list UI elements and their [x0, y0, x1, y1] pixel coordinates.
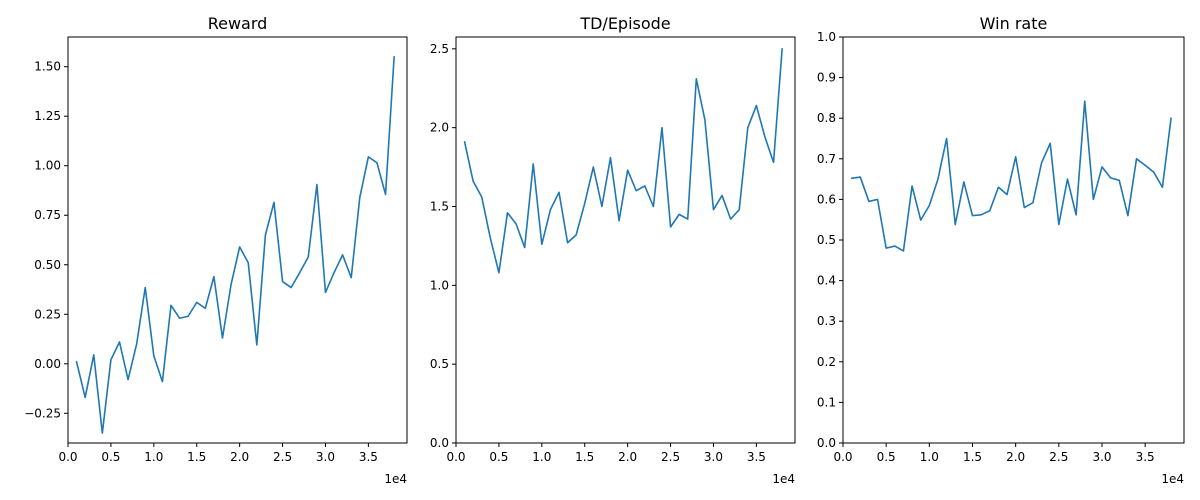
plot-area: 0.0 0.5 1.0 1.5 2.0 2.5 3.0 3.5 0.0 0.5 1.0 1.5 2.0 2…: [430, 36, 796, 464]
y-tick-label: 1.00: [34, 159, 61, 173]
axes-frame: [67, 36, 408, 444]
x-tick-label: 1.0: [144, 450, 163, 464]
x-tick-label: 2.5: [273, 450, 292, 464]
x-tick-label: 3.0: [704, 450, 723, 464]
x-tick-label: 0.0: [58, 450, 77, 464]
axes-frame: [455, 36, 796, 444]
y-tick-label: 0.3: [817, 314, 836, 328]
x-tick-label: 2.0: [618, 450, 637, 464]
x-offset-label: 1e4: [384, 472, 407, 486]
x-tick-label: 3.5: [747, 450, 766, 464]
y-tick-label: 0.2: [817, 355, 836, 369]
y-tick-label: 0.0: [817, 436, 836, 450]
y-tick-label: 2.5: [430, 42, 449, 56]
x-tick-label: 0.5: [101, 450, 120, 464]
x-tick-label: 2.5: [1049, 450, 1068, 464]
y-tick-label: 1.50: [34, 60, 61, 74]
y-tick-label: 0.6: [817, 192, 836, 206]
plot-area: 0.0 0.5 1.0 1.5 2.0 2.5 3.0 3.5 0.0 0.1 0.2 0.3 0.4 0…: [817, 30, 1185, 464]
y-tick-label: 0.5: [430, 357, 449, 371]
y-tick-label: −0.25: [24, 406, 61, 420]
y-tick-label: 0.7: [817, 152, 836, 166]
x-offset-label: 1e4: [772, 472, 795, 486]
y-tick-label: 1.25: [34, 109, 61, 123]
series-line-0: [463, 48, 783, 274]
chart-title: TD/Episode: [579, 14, 670, 33]
subplot-reward: Reward 0.0 0.5 1.0 1.5 2.0 2.5 3.0 3.5 −0.25 0.00…: [24, 14, 408, 486]
x-tick-label: 0.5: [489, 450, 508, 464]
x-tick-label: 1.5: [575, 450, 594, 464]
y-tick-label: 0.50: [34, 258, 61, 272]
x-tick-label: 1.5: [963, 450, 982, 464]
y-tick-label: 0.8: [817, 111, 836, 125]
x-tick-label: 2.0: [230, 450, 249, 464]
x-tick-label: 3.5: [1136, 450, 1155, 464]
x-offset-label: 1e4: [1161, 472, 1184, 486]
x-tick-label: 3.5: [359, 450, 378, 464]
y-tick-label: 0.25: [34, 307, 61, 321]
y-tick-label: 1.5: [430, 199, 449, 213]
subplot-td-episode: TD/Episode 0.0 0.5 1.0 1.5 2.0 2.5 3.0 3.50.00.…: [430, 14, 796, 486]
x-tick-label: 1.0: [920, 450, 939, 464]
y-tick-label: 0.5: [817, 233, 836, 247]
chart-title: Win rate: [980, 14, 1048, 33]
x-tick-label: 0.5: [877, 450, 896, 464]
y-tick-label: 0.1: [817, 395, 836, 409]
y-tick-label: 0.4: [817, 274, 836, 288]
subplot-win-rate: Win rate 0.0 0.5 1.0 1.5 2.0 2.5 3.0 3.50.00.10…: [817, 14, 1185, 486]
x-tick-label: 2.5: [661, 450, 680, 464]
x-tick-label: 3.0: [316, 450, 335, 464]
x-tick-label: 0.0: [833, 450, 852, 464]
series-line-0: [75, 55, 395, 434]
y-tick-label: 1.0: [817, 30, 836, 44]
plot-area: 0.0 0.5 1.0 1.5 2.0 2.5 3.0 3.5 −0.25 0.00 0.25 0.5…: [24, 36, 408, 464]
x-tick-label: 2.0: [1006, 450, 1025, 464]
series-line-0: [850, 100, 1172, 252]
y-tick-label: 0.00: [34, 357, 61, 371]
x-tick-label: 0.0: [446, 450, 465, 464]
y-tick-label: 0.75: [34, 208, 61, 222]
y-tick-label: 0.0: [430, 436, 449, 450]
y-tick-label: 0.9: [817, 71, 836, 85]
x-tick-label: 1.0: [532, 450, 551, 464]
chart-title: Reward: [208, 14, 268, 33]
y-tick-label: 2.0: [430, 121, 449, 135]
y-tick-label: 1.0: [430, 278, 449, 292]
x-tick-label: 1.5: [187, 450, 206, 464]
x-tick-label: 3.0: [1092, 450, 1111, 464]
